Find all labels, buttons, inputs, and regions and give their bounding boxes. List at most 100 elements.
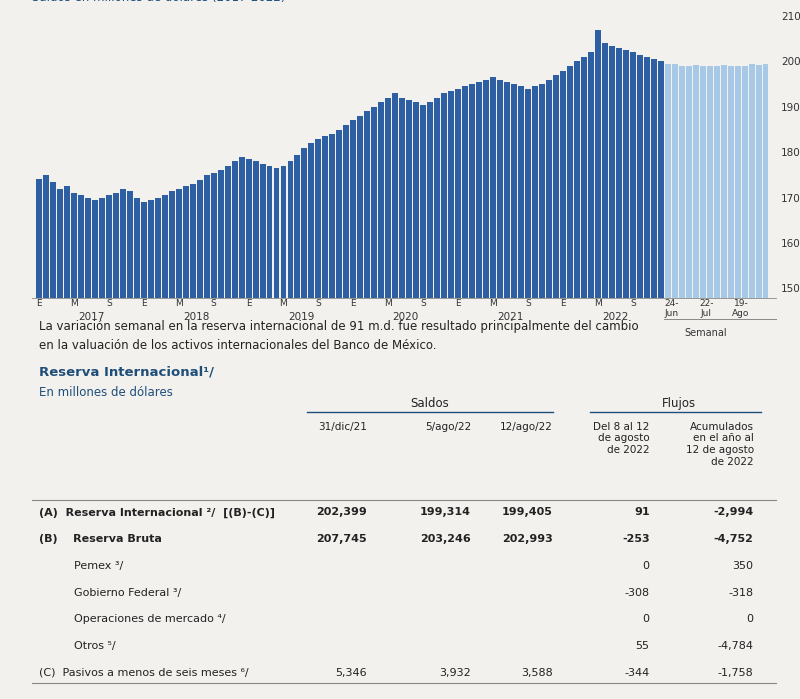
Text: 203,246: 203,246 xyxy=(420,534,471,545)
Bar xyxy=(539,84,545,298)
Bar xyxy=(755,64,762,298)
Bar xyxy=(714,66,719,298)
Text: (A)  Reserva Internacional ²/  [(B)-(C)]: (A) Reserva Internacional ²/ [(B)-(C)] xyxy=(39,507,275,518)
Text: 350: 350 xyxy=(733,561,754,571)
Bar xyxy=(609,45,614,298)
Text: -2,994: -2,994 xyxy=(714,507,754,517)
Bar xyxy=(623,50,629,298)
Text: 2017: 2017 xyxy=(78,312,105,322)
Bar xyxy=(658,62,664,298)
Bar xyxy=(378,102,384,298)
Bar xyxy=(259,164,266,298)
Bar xyxy=(218,171,223,298)
Bar xyxy=(734,66,741,298)
Bar xyxy=(141,202,146,298)
Bar xyxy=(490,78,496,298)
Bar xyxy=(616,48,622,298)
Text: Reserva Internacional¹/: Reserva Internacional¹/ xyxy=(39,365,214,378)
Bar xyxy=(392,93,398,298)
Bar xyxy=(427,102,433,298)
Bar xyxy=(330,134,335,298)
Bar xyxy=(414,102,419,298)
Bar xyxy=(162,196,168,298)
Bar xyxy=(253,161,258,298)
Bar xyxy=(665,64,670,298)
Bar xyxy=(343,125,350,298)
Text: -4,752: -4,752 xyxy=(714,534,754,545)
Bar xyxy=(210,173,217,298)
Text: 0: 0 xyxy=(642,614,650,624)
Bar xyxy=(71,193,77,298)
Bar xyxy=(232,161,238,298)
Bar xyxy=(190,184,196,298)
Text: -308: -308 xyxy=(624,588,650,598)
Text: -344: -344 xyxy=(624,668,650,678)
Text: 0: 0 xyxy=(642,561,650,571)
Bar xyxy=(525,89,531,298)
Bar xyxy=(706,66,713,298)
Bar xyxy=(728,66,734,298)
Bar xyxy=(337,129,342,298)
Bar xyxy=(364,111,370,298)
Bar xyxy=(322,136,328,298)
Bar xyxy=(78,196,84,298)
Bar xyxy=(64,187,70,298)
Bar xyxy=(120,189,126,298)
Text: 199,314: 199,314 xyxy=(420,507,471,517)
Bar xyxy=(85,198,91,298)
Bar xyxy=(637,55,642,298)
Text: (B)    Reserva Bruta: (B) Reserva Bruta xyxy=(39,534,162,545)
Bar xyxy=(238,157,245,298)
Text: Del 8 al 12
de agosto
de 2022: Del 8 al 12 de agosto de 2022 xyxy=(593,421,650,455)
Bar xyxy=(43,175,49,298)
Text: Gobierno Federal ³/: Gobierno Federal ³/ xyxy=(39,588,182,598)
Bar xyxy=(721,65,726,298)
Bar xyxy=(448,91,454,298)
Bar xyxy=(57,189,63,298)
Bar xyxy=(113,193,118,298)
Bar xyxy=(581,57,587,298)
Text: Saldos: Saldos xyxy=(410,397,450,410)
Bar xyxy=(462,87,468,298)
Text: -1,758: -1,758 xyxy=(718,668,754,678)
Bar xyxy=(504,82,510,298)
Text: 5,346: 5,346 xyxy=(335,668,366,678)
Bar xyxy=(36,179,42,298)
Bar xyxy=(266,166,273,298)
Text: 202,399: 202,399 xyxy=(316,507,366,517)
Bar xyxy=(588,52,594,298)
Text: (C)  Pasivos a menos de seis meses ⁶/: (C) Pasivos a menos de seis meses ⁶/ xyxy=(39,668,249,678)
Bar xyxy=(546,80,552,298)
Bar xyxy=(197,180,202,298)
Bar xyxy=(50,182,56,298)
Text: En millones de dólares: En millones de dólares xyxy=(39,386,174,398)
Text: Otros ⁵/: Otros ⁵/ xyxy=(39,641,116,651)
Bar xyxy=(386,98,391,298)
Text: 2020: 2020 xyxy=(393,312,419,322)
Bar xyxy=(742,66,747,298)
Bar xyxy=(358,116,363,298)
Bar xyxy=(169,191,174,298)
Bar xyxy=(686,66,692,298)
Bar xyxy=(595,29,601,298)
Bar xyxy=(134,198,140,298)
Text: Acumulados
en el año al
12 de agosto
de 2022: Acumulados en el año al 12 de agosto de … xyxy=(686,421,754,466)
Bar xyxy=(749,64,754,298)
Text: 31/dic/21: 31/dic/21 xyxy=(318,421,366,432)
Bar xyxy=(442,93,447,298)
Bar xyxy=(148,200,154,298)
Bar xyxy=(553,75,559,298)
Bar xyxy=(518,87,524,298)
Bar xyxy=(650,59,657,298)
Bar xyxy=(434,98,440,298)
Bar xyxy=(287,161,294,298)
Bar xyxy=(497,80,503,298)
Text: Pemex ³/: Pemex ³/ xyxy=(39,561,124,571)
Text: 0: 0 xyxy=(746,614,754,624)
Bar xyxy=(602,43,608,298)
Bar xyxy=(469,84,475,298)
Bar xyxy=(420,105,426,298)
Bar xyxy=(182,187,189,298)
Bar xyxy=(246,159,251,298)
Bar xyxy=(560,71,566,298)
